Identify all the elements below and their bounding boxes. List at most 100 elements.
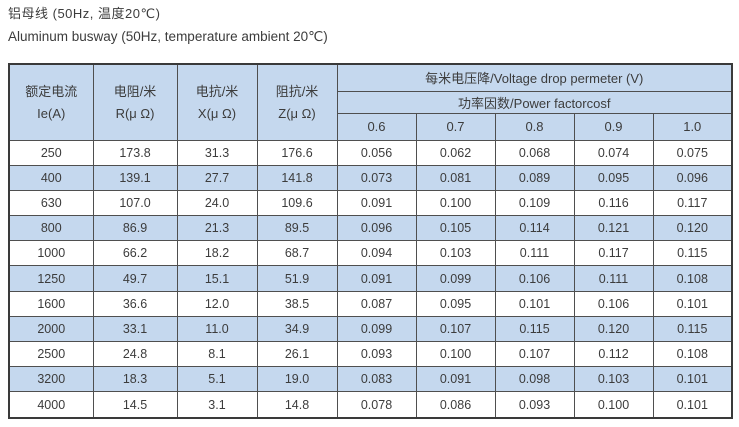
cell-r: 49.7 <box>92 265 178 292</box>
cell-v09: 0.095 <box>573 164 654 191</box>
col-header-resistance: 电阻/米 R(μ Ω) <box>92 63 178 141</box>
col-header-rated-current-en: Ie(A) <box>37 105 66 121</box>
cell-v10: 0.117 <box>652 189 733 217</box>
cell-v06: 0.094 <box>336 240 417 267</box>
cell-v08: 0.107 <box>494 340 575 368</box>
table-row: 630 107.0 24.0 109.6 0.091 0.100 0.109 0… <box>8 189 733 217</box>
cell-r: 24.8 <box>92 340 178 368</box>
cell-v10: 0.101 <box>652 290 733 317</box>
cell-v06: 0.056 <box>336 139 417 166</box>
cell-x: 8.1 <box>176 340 258 368</box>
cell-r: 66.2 <box>92 240 178 267</box>
cell-ie: 400 <box>8 164 94 191</box>
cell-v07: 0.062 <box>415 139 496 166</box>
cell-v07: 0.107 <box>415 315 496 343</box>
header-row-2: 功率因数/Power factorcosf <box>9 90 733 114</box>
col-header-reactance-zh: 电抗/米 <box>195 83 239 99</box>
cell-x: 11.0 <box>176 315 258 343</box>
cell-v08: 0.115 <box>494 315 575 343</box>
cell-x: 24.0 <box>176 189 258 217</box>
cell-v08: 0.098 <box>494 366 575 393</box>
cell-ie: 1000 <box>8 240 94 267</box>
cell-r: 139.1 <box>92 164 178 191</box>
cell-v09: 0.120 <box>573 315 654 343</box>
cell-z: 176.6 <box>256 139 338 166</box>
col-header-pf-08: 0.8 <box>494 112 575 141</box>
cell-v10: 0.101 <box>652 391 733 419</box>
cell-v07: 0.086 <box>415 391 496 419</box>
cell-v10: 0.101 <box>652 366 733 393</box>
page-title-chinese: 铝母线 (50Hz, 温度20℃) <box>8 6 161 21</box>
cell-r: 173.8 <box>92 139 178 166</box>
cell-v10: 0.075 <box>652 139 733 166</box>
col-header-reactance-en: X(μ Ω) <box>197 105 237 121</box>
col-header-impedance-en: Z(μ Ω) <box>278 105 316 121</box>
cell-z: 38.5 <box>256 290 338 317</box>
cell-v06: 0.099 <box>336 315 417 343</box>
busway-spec-table: 额定电流 Ie(A) 电阻/米 R(μ Ω) 电抗/米 X(μ Ω) 阻抗/米 … <box>8 63 734 419</box>
col-header-rated-current-zh: 额定电流 <box>25 83 78 99</box>
title-block: 铝母线 (50Hz, 温度20℃) Aluminum busway (50Hz,… <box>8 5 328 45</box>
cell-v06: 0.087 <box>336 290 417 317</box>
cell-z: 51.9 <box>256 265 338 292</box>
cell-r: 107.0 <box>92 189 178 217</box>
cell-ie: 250 <box>8 139 94 166</box>
cell-x: 15.1 <box>176 265 258 292</box>
cell-v09: 0.121 <box>573 215 654 242</box>
cell-x: 18.2 <box>176 240 258 267</box>
table-row: 1000 66.2 18.2 68.7 0.094 0.103 0.111 0.… <box>8 240 733 267</box>
table-row: 1250 49.7 15.1 51.9 0.091 0.099 0.106 0.… <box>8 265 733 292</box>
cell-ie: 4000 <box>8 391 94 419</box>
col-header-rated-current: 额定电流 Ie(A) <box>8 63 94 141</box>
cell-z: 141.8 <box>256 164 338 191</box>
cell-v07: 0.091 <box>415 366 496 393</box>
cell-v10: 0.120 <box>652 215 733 242</box>
col-header-power-factor: 功率因数/Power factorcosf <box>336 90 733 114</box>
cell-r: 36.6 <box>92 290 178 317</box>
cell-ie: 2000 <box>8 315 94 343</box>
cell-z: 26.1 <box>256 340 338 368</box>
cell-v10: 0.096 <box>652 164 733 191</box>
col-header-pf-06: 0.6 <box>336 112 417 141</box>
cell-v07: 0.103 <box>415 240 496 267</box>
cell-v10: 0.108 <box>652 340 733 368</box>
cell-v06: 0.091 <box>336 265 417 292</box>
cell-v10: 0.115 <box>652 240 733 267</box>
cell-v07: 0.095 <box>415 290 496 317</box>
cell-z: 14.8 <box>256 391 338 419</box>
cell-x: 3.1 <box>176 391 258 419</box>
cell-v06: 0.096 <box>336 215 417 242</box>
cell-x: 31.3 <box>176 139 258 166</box>
cell-v10: 0.108 <box>652 265 733 292</box>
cell-v09: 0.106 <box>573 290 654 317</box>
cell-v09: 0.112 <box>573 340 654 368</box>
page-title-english: Aluminum busway (50Hz, temperature ambie… <box>8 29 328 44</box>
cell-z: 109.6 <box>256 189 338 217</box>
table-row: 1600 36.6 12.0 38.5 0.087 0.095 0.101 0.… <box>8 290 733 317</box>
cell-v08: 0.101 <box>494 290 575 317</box>
cell-ie: 3200 <box>8 366 94 393</box>
table-row: 400 139.1 27.7 141.8 0.073 0.081 0.089 0… <box>8 164 733 191</box>
cell-v07: 0.099 <box>415 265 496 292</box>
col-header-resistance-zh: 电阻/米 <box>113 83 157 99</box>
cell-v06: 0.091 <box>336 189 417 217</box>
cell-v08: 0.111 <box>494 240 575 267</box>
cell-r: 86.9 <box>92 215 178 242</box>
cell-r: 33.1 <box>92 315 178 343</box>
cell-v08: 0.093 <box>494 391 575 419</box>
table-row: 4000 14.5 3.1 14.8 0.078 0.086 0.093 0.1… <box>8 391 733 419</box>
cell-v06: 0.093 <box>336 340 417 368</box>
cell-ie: 2500 <box>8 340 94 368</box>
col-header-resistance-en: R(μ Ω) <box>115 105 155 121</box>
cell-v08: 0.109 <box>494 189 575 217</box>
table-row: 2000 33.1 11.0 34.9 0.099 0.107 0.115 0.… <box>8 315 733 343</box>
cell-v07: 0.100 <box>415 189 496 217</box>
cell-v06: 0.073 <box>336 164 417 191</box>
table-row: 3200 18.3 5.1 19.0 0.083 0.091 0.098 0.1… <box>8 366 733 393</box>
cell-z: 89.5 <box>256 215 338 242</box>
cell-r: 14.5 <box>92 391 178 419</box>
cell-v10: 0.115 <box>652 315 733 343</box>
col-header-voltage-drop: 每米电压降/Voltage drop permeter (V) <box>336 63 733 92</box>
cell-ie: 800 <box>8 215 94 242</box>
cell-v09: 0.103 <box>573 366 654 393</box>
